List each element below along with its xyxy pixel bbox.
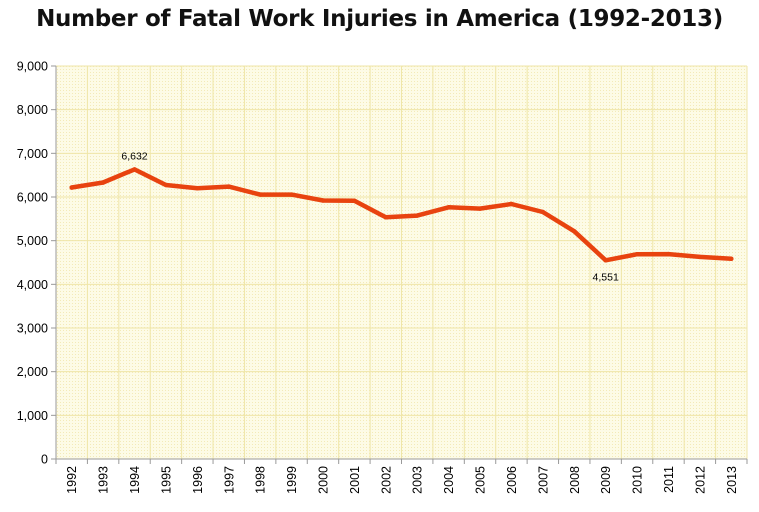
y-tick-label: 2,000 (17, 365, 48, 379)
y-tick-label: 3,000 (17, 322, 48, 336)
data-point (195, 185, 200, 191)
x-tick-label: 2012 (693, 466, 707, 494)
x-tick-label: 1999 (285, 466, 299, 494)
x-tick-label: 2008 (568, 466, 582, 494)
x-tick-label: 1998 (254, 466, 268, 494)
data-point (666, 251, 671, 257)
data-point (603, 258, 608, 263)
data-point (132, 167, 137, 172)
x-tick-label: 1993 (97, 466, 111, 494)
chart-title: Number of Fatal Work Injuries in America… (36, 6, 723, 32)
y-tick-label: 9,000 (17, 60, 48, 74)
data-point (572, 229, 577, 234)
x-tick-label: 2013 (725, 466, 739, 494)
x-tick-label: 2004 (442, 466, 456, 494)
y-tick-label: 7,000 (17, 147, 48, 161)
x-tick-label: 1992 (65, 466, 79, 494)
data-point (729, 256, 734, 261)
x-tick-label: 2003 (411, 466, 425, 494)
x-tick-label: 2001 (348, 466, 362, 494)
data-point (634, 252, 640, 257)
x-tick-label: 2011 (662, 466, 676, 493)
data-point (257, 192, 263, 197)
x-tick-label: 2005 (474, 466, 488, 494)
data-label: 4,551 (593, 271, 619, 283)
data-point (320, 198, 326, 203)
x-tick-label: 2006 (505, 466, 519, 494)
data-point (540, 209, 546, 215)
data-point (289, 192, 294, 197)
y-tick-label: 0 (41, 453, 48, 467)
data-point (697, 254, 703, 260)
data-point (477, 206, 483, 211)
x-tick-label: 2010 (631, 466, 645, 494)
x-tick-label: 2007 (536, 466, 550, 494)
data-point (383, 215, 388, 220)
x-tick-label: 1995 (159, 466, 173, 494)
x-tick-label: 1996 (191, 466, 205, 494)
x-tick-label: 2000 (316, 466, 330, 494)
data-point (226, 184, 231, 189)
data-label: 6,632 (121, 150, 147, 162)
x-tick-label: 2009 (599, 466, 613, 494)
x-tick-label: 1997 (222, 466, 236, 494)
data-point (69, 185, 74, 190)
data-point (509, 201, 514, 207)
x-tick-label: 1994 (128, 466, 142, 494)
y-tick-label: 6,000 (17, 191, 48, 205)
data-point (352, 198, 357, 203)
data-point (415, 213, 420, 218)
y-tick-label: 4,000 (17, 278, 48, 292)
series-line (69, 167, 734, 263)
data-point (100, 180, 106, 185)
data-point (163, 182, 169, 188)
y-tick-label: 1,000 (17, 409, 48, 423)
data-point (446, 205, 451, 210)
x-tick-label: 2002 (379, 466, 393, 494)
y-tick-label: 5,000 (17, 234, 48, 248)
y-tick-label: 8,000 (17, 103, 48, 117)
